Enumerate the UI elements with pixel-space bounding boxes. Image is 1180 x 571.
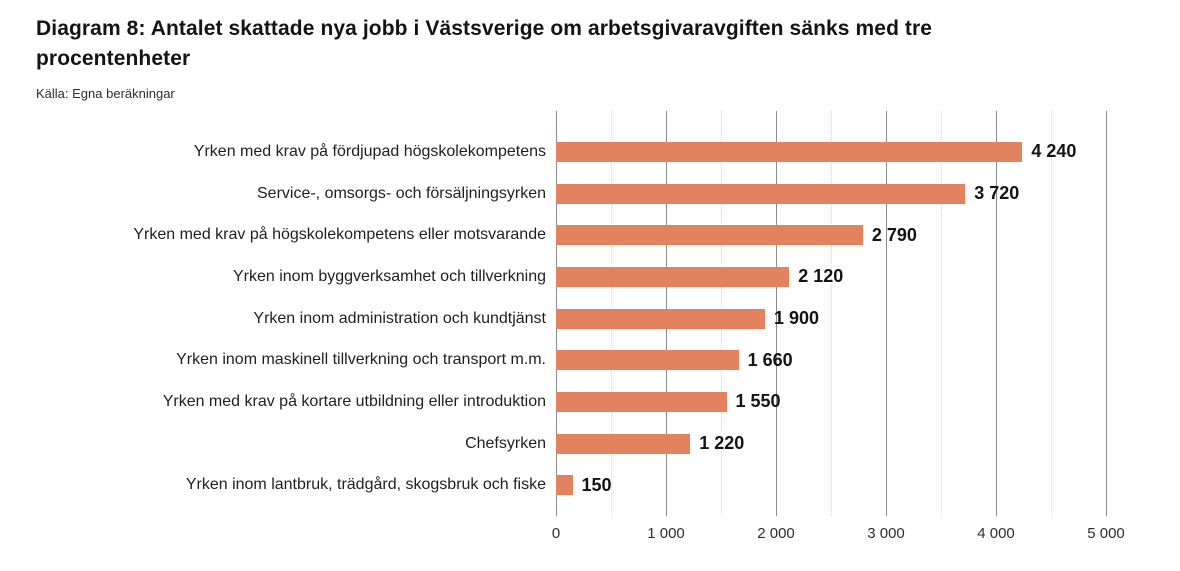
bar-row: Yrken inom byggverksamhet och tillverkni…: [0, 256, 1180, 298]
bar-track: 4 240: [556, 141, 1106, 162]
gridline-major-3000: [886, 111, 887, 516]
gridline-major-4000: [996, 111, 997, 516]
x-tick-label: 0: [551, 525, 561, 542]
x-tick-label: 2 000: [757, 525, 795, 542]
value-label: 1 660: [747, 349, 793, 370]
gridline-minor-2500: [831, 111, 832, 516]
bar-row: Service-, omsorgs- och försäljningsyrken…: [0, 173, 1180, 215]
bar-track: 2 120: [556, 266, 1106, 287]
bar: [556, 475, 573, 496]
bar: [556, 225, 863, 246]
bar-row: Yrken med krav på kortare utbildning ell…: [0, 381, 1180, 423]
x-tick-label: 5 000: [1087, 525, 1125, 542]
value-label: 1 550: [735, 391, 781, 412]
category-label: Service-, omsorgs- och försäljningsyrken: [257, 184, 546, 202]
bar-row: Yrken inom maskinell tillverkning och tr…: [0, 339, 1180, 381]
value-label: 1 900: [774, 308, 820, 329]
bar-track: 1 900: [556, 308, 1106, 329]
bar: [556, 183, 966, 204]
gridline-major-2000: [776, 111, 777, 516]
category-label: Yrken inom administration och kundtjänst: [253, 309, 546, 327]
bar-track: 150: [556, 474, 1106, 496]
gridline-minor-3500: [941, 111, 942, 516]
bar: [556, 141, 1023, 162]
bar-row: Chefsyrken 1 220: [0, 423, 1180, 465]
bar-track: 2 790: [556, 224, 1106, 246]
bar-rows: Yrken med krav på fördjupad högskolekomp…: [0, 131, 1180, 506]
category-label: Yrken inom lantbruk, trädgård, skogsbruk…: [185, 476, 546, 494]
value-label: 1 220: [699, 433, 745, 454]
category-label: Yrken inom maskinell tillverkning och tr…: [176, 351, 546, 369]
value-label: 2 790: [871, 224, 917, 245]
category-label: Chefsyrken: [465, 434, 546, 452]
category-label: Yrken inom byggverksamhet och tillverkni…: [232, 267, 546, 285]
bar-track: 1 550: [556, 391, 1106, 412]
x-tick-label: 1 000: [647, 525, 685, 542]
x-tick-label: 4 000: [977, 525, 1015, 542]
bar: [556, 266, 790, 287]
bar-track: 1 220: [556, 433, 1106, 454]
bar-row: Yrken inom lantbruk, trädgård, skogsbruk…: [0, 465, 1180, 507]
gridline-minor-4500: [1051, 111, 1052, 516]
bar: [556, 433, 691, 454]
bar-row: Yrken med krav på fördjupad högskolekomp…: [0, 131, 1180, 173]
value-label: 3 720: [974, 183, 1020, 204]
bar-row: Yrken med krav på högskolekompetens elle…: [0, 214, 1180, 256]
bar-row: Yrken inom administration och kundtjänst…: [0, 298, 1180, 340]
bar-track: 3 720: [556, 183, 1106, 204]
bar: [556, 308, 765, 329]
source-note: Källa: Egna beräkningar: [36, 86, 175, 101]
value-label: 150: [581, 474, 612, 495]
bar-chart: Yrken med krav på fördjupad högskolekomp…: [0, 111, 1180, 571]
x-tick-label: 3 000: [867, 525, 905, 542]
gridline-major-5000: [1106, 111, 1107, 516]
bar-track: 1 660: [556, 349, 1106, 371]
chart-title: Diagram 8: Antalet skattade nya jobb i V…: [36, 17, 933, 70]
value-label: 4 240: [1031, 141, 1077, 162]
bar: [556, 350, 739, 371]
x-axis: 0 1 000 2 000 3 000 4 000 5 000: [552, 525, 1125, 549]
value-label: 2 120: [798, 266, 844, 287]
category-label: Yrken med krav på fördjupad högskolekomp…: [193, 142, 546, 160]
category-label: Yrken med krav på högskolekompetens elle…: [133, 226, 546, 244]
bar: [556, 391, 727, 412]
category-label: Yrken med krav på kortare utbildning ell…: [162, 392, 546, 410]
